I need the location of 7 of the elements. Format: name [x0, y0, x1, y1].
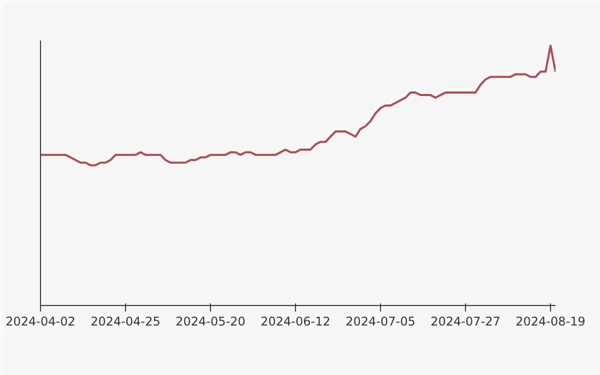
x-tick-label: 2024-04-25 [90, 314, 160, 328]
x-tick-label: 2024-05-20 [176, 314, 246, 328]
x-tick-label: 2024-04-02 [6, 314, 76, 328]
x-tick-label: 2024-06-12 [260, 314, 330, 328]
x-tick-label: 2024-07-27 [430, 314, 500, 328]
x-tick-label: 2024-08-19 [516, 314, 586, 328]
x-tick-label: 2024-07-05 [346, 314, 416, 328]
